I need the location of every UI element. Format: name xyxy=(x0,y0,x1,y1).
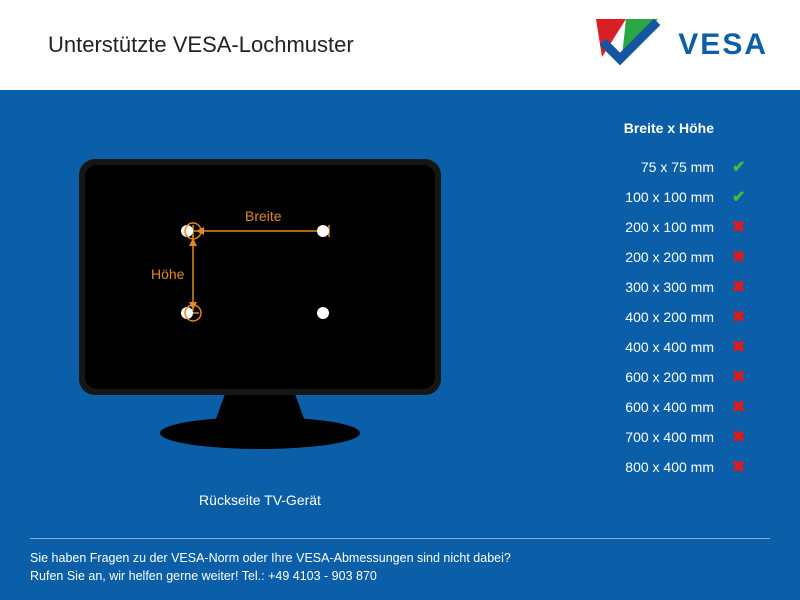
list-item: 400 x 400 mm ✖ xyxy=(520,332,770,362)
list-item-label: 100 x 100 mm xyxy=(625,189,714,205)
list-item-label: 800 x 400 mm xyxy=(625,459,714,475)
cross-icon: ✖ xyxy=(732,427,770,447)
list-item-label: 200 x 200 mm xyxy=(625,249,714,265)
list-item: 700 x 400 mm ✖ xyxy=(520,422,770,452)
list-item-label: 600 x 400 mm xyxy=(625,399,714,415)
cross-icon: ✖ xyxy=(732,367,770,387)
cross-icon: ✖ xyxy=(732,337,770,357)
vesa-logo: VESA xyxy=(592,15,768,76)
check-icon: ✔ xyxy=(732,157,770,177)
cross-icon: ✖ xyxy=(732,397,770,417)
height-label: Höhe xyxy=(151,266,185,282)
list-item: 200 x 100 mm ✖ xyxy=(520,212,770,242)
footer-line-1: Sie haben Fragen zu der VESA-Norm oder I… xyxy=(30,549,770,568)
cross-icon: ✖ xyxy=(732,217,770,237)
check-icon: ✔ xyxy=(732,187,770,207)
tv-diagram: Breite Höhe xyxy=(75,149,445,464)
list-item-label: 300 x 300 mm xyxy=(625,279,714,295)
list-item: 75 x 75 mm ✔ xyxy=(520,152,770,182)
footer-line-2: Rufen Sie an, wir helfen gerne weiter! T… xyxy=(30,567,770,586)
list-rows: 75 x 75 mm✔100 x 100 mm✔200 x 100 mm✖200… xyxy=(520,152,770,482)
width-label: Breite xyxy=(245,208,282,224)
list-item: 600 x 400 mm ✖ xyxy=(520,392,770,422)
list-item-label: 700 x 400 mm xyxy=(625,429,714,445)
vesa-check-icon xyxy=(592,15,662,76)
tv-body xyxy=(85,165,435,389)
list-item: 300 x 300 mm ✖ xyxy=(520,272,770,302)
header: Unterstützte VESA-Lochmuster VESA xyxy=(0,0,800,90)
hole-tr xyxy=(317,225,329,237)
list-item-label: 400 x 200 mm xyxy=(625,309,714,325)
list-item: 800 x 400 mm ✖ xyxy=(520,452,770,482)
list-item: 600 x 200 mm ✖ xyxy=(520,362,770,392)
list-item: 400 x 200 mm ✖ xyxy=(520,302,770,332)
page: Unterstützte VESA-Lochmuster VESA xyxy=(0,0,800,600)
cross-icon: ✖ xyxy=(732,277,770,297)
list-item-label: 400 x 400 mm xyxy=(625,339,714,355)
logo-text: VESA xyxy=(678,28,768,62)
tv-stand-base xyxy=(160,417,360,449)
footer: Sie haben Fragen zu der VESA-Norm oder I… xyxy=(30,538,770,587)
cross-icon: ✖ xyxy=(732,307,770,327)
list-item: 200 x 200 mm ✖ xyxy=(520,242,770,272)
list-item-label: 75 x 75 mm xyxy=(641,159,714,175)
page-title: Unterstützte VESA-Lochmuster xyxy=(48,32,354,58)
list-item-label: 600 x 200 mm xyxy=(625,369,714,385)
pattern-list: Breite x Höhe 75 x 75 mm ✔ 100 x 100 mm ✔ 20… xyxy=(520,118,770,528)
diagram-column: Breite Höhe xyxy=(30,118,490,528)
tv-caption: Rückseite TV-Gerät xyxy=(199,492,321,508)
hole-br xyxy=(317,307,329,319)
content-row: Breite Höhe xyxy=(30,118,770,528)
list-header: Breite x Höhe xyxy=(520,120,770,136)
cross-icon: ✖ xyxy=(732,457,770,477)
list-item-label: 200 x 100 mm xyxy=(625,219,714,235)
list-item: 100 x 100 mm ✔ xyxy=(520,182,770,212)
body-area: Breite Höhe xyxy=(0,90,800,600)
cross-icon: ✖ xyxy=(732,247,770,267)
